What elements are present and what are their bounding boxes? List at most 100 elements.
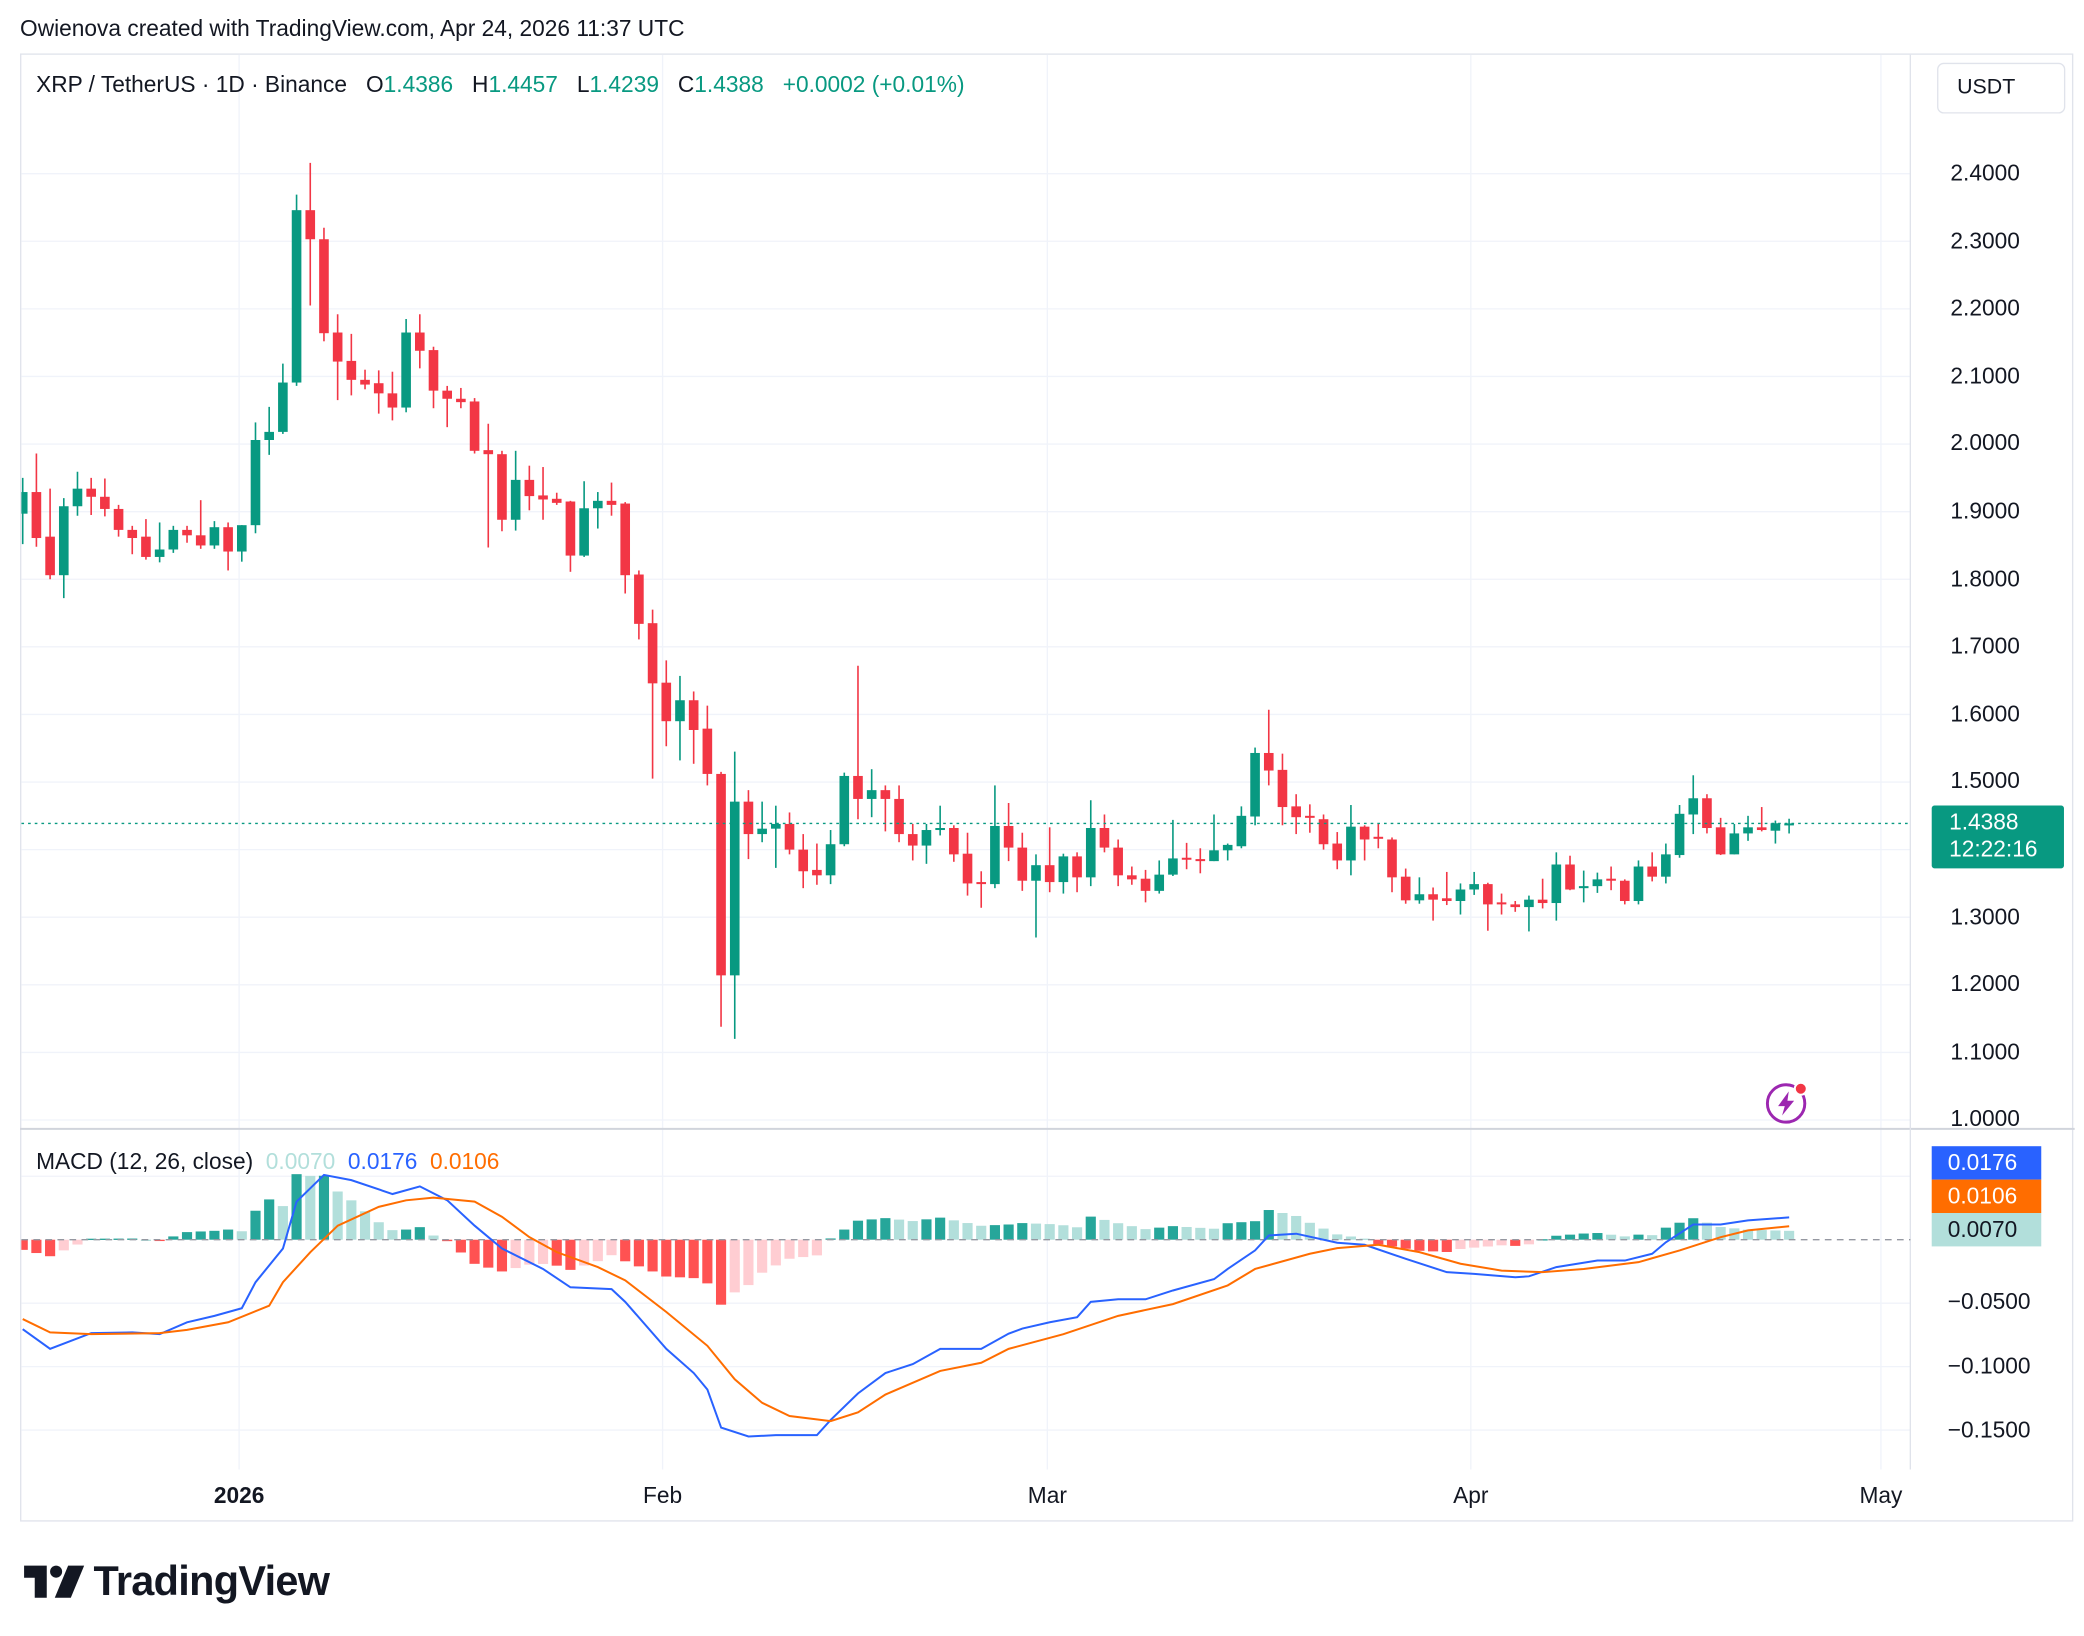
candle <box>1756 807 1767 832</box>
candle-body <box>154 549 165 557</box>
histogram-bar <box>674 1239 686 1278</box>
histogram-bar <box>277 1206 288 1240</box>
candle-body <box>1441 898 1452 902</box>
candle-body <box>675 700 685 722</box>
candle-body <box>1003 825 1014 848</box>
histogram-bar <box>250 1210 261 1240</box>
price-tick: 2.4000 <box>1950 160 2020 186</box>
histogram-bar <box>72 1239 83 1245</box>
candle <box>935 805 945 836</box>
histogram-bar <box>291 1174 302 1240</box>
histogram-bar <box>1099 1219 1110 1240</box>
candle <box>1483 882 1493 931</box>
histogram-bar <box>565 1239 576 1270</box>
candle-body <box>1715 827 1726 855</box>
candle-body <box>990 825 1000 885</box>
histogram-bar <box>620 1239 631 1262</box>
histogram-bar <box>1496 1239 1507 1246</box>
histogram-bar <box>989 1225 1000 1240</box>
histogram-bar <box>1304 1222 1315 1240</box>
candle-body <box>195 535 206 546</box>
histogram-bar <box>332 1191 343 1240</box>
histogram-bar <box>1784 1230 1795 1240</box>
histogram-bar <box>688 1239 699 1279</box>
time-tick-apr: Apr <box>1453 1482 1489 1509</box>
candle-body <box>45 536 55 576</box>
candle <box>1236 806 1247 849</box>
symbol-legend: XRP / TetherUS · 1D · Binance O1.4386 H1… <box>36 72 964 99</box>
candle <box>1551 852 1562 921</box>
histogram-bar <box>579 1239 590 1266</box>
tradingview-logo-icon <box>24 1565 85 1598</box>
candle-body <box>880 790 891 799</box>
candle <box>305 162 316 306</box>
histogram-bar <box>1208 1228 1220 1240</box>
histogram-bar <box>510 1239 521 1269</box>
last-price-value: 1.4388 <box>1949 809 2019 835</box>
lightning-alert-icon[interactable] <box>1765 1081 1808 1124</box>
candle <box>236 525 247 562</box>
candle-body <box>894 798 904 835</box>
candle <box>1524 895 1534 932</box>
histogram-bar <box>1345 1236 1357 1240</box>
candle-body <box>483 450 494 455</box>
histogram-bar <box>209 1230 220 1240</box>
candle <box>1113 839 1123 887</box>
histogram-bar <box>880 1218 891 1240</box>
candle-body <box>278 382 288 432</box>
histogram-bar <box>852 1220 864 1240</box>
candle-body <box>661 682 672 722</box>
candle <box>414 314 425 369</box>
price-tick: 2.0000 <box>1950 430 2020 457</box>
histogram-bar <box>524 1239 535 1265</box>
histogram-bar <box>318 1175 330 1240</box>
histogram-bar <box>715 1239 727 1305</box>
macd-tick: −0.1000 <box>1947 1353 2031 1379</box>
histogram-bar <box>442 1239 453 1242</box>
macd-value-tag: 0.0176 <box>1931 1146 2042 1180</box>
macd-title[interactable]: MACD (12, 26, close) <box>36 1148 254 1175</box>
candle-body <box>21 492 28 514</box>
symbol-title[interactable]: XRP / TetherUS · 1D · Binance <box>36 72 348 98</box>
histogram-bar <box>1250 1221 1261 1240</box>
candle-body <box>565 501 576 556</box>
histogram-bar <box>921 1219 932 1240</box>
histogram-bar <box>1633 1234 1644 1240</box>
candle-body <box>1428 894 1438 900</box>
candle <box>825 830 836 885</box>
candle-body <box>606 500 617 505</box>
histogram-bar <box>455 1239 466 1253</box>
candle <box>1702 794 1712 834</box>
histogram-bar <box>976 1225 987 1240</box>
open-label: O <box>365 72 384 98</box>
candle <box>209 521 220 549</box>
candle <box>1044 827 1055 893</box>
histogram-bar <box>1277 1213 1288 1240</box>
histogram-bar <box>661 1239 672 1277</box>
candle <box>346 333 357 396</box>
histogram-bar <box>1428 1239 1439 1252</box>
candle-body <box>949 828 959 855</box>
candle <box>182 525 192 543</box>
bar-countdown: 12:22:16 <box>1949 836 2038 862</box>
candle <box>1291 794 1301 835</box>
histogram-bar <box>496 1239 508 1272</box>
candle <box>1400 868 1411 904</box>
candle <box>1017 832 1028 891</box>
candle <box>319 227 329 342</box>
candle <box>1209 814 1219 862</box>
candle-body <box>1537 899 1548 904</box>
candle-body <box>1332 843 1343 861</box>
tradingview-brand[interactable]: TradingView <box>24 1558 330 1606</box>
histogram-bar <box>45 1239 56 1257</box>
candle-body <box>346 360 357 380</box>
histogram-bar <box>647 1239 658 1272</box>
histogram-bar <box>1592 1233 1603 1240</box>
candle-body <box>1661 854 1671 877</box>
histogram-bar <box>1701 1222 1713 1240</box>
currency-button[interactable]: USDT <box>1937 62 2066 114</box>
candle <box>1058 853 1069 894</box>
candle-body <box>1373 836 1384 839</box>
